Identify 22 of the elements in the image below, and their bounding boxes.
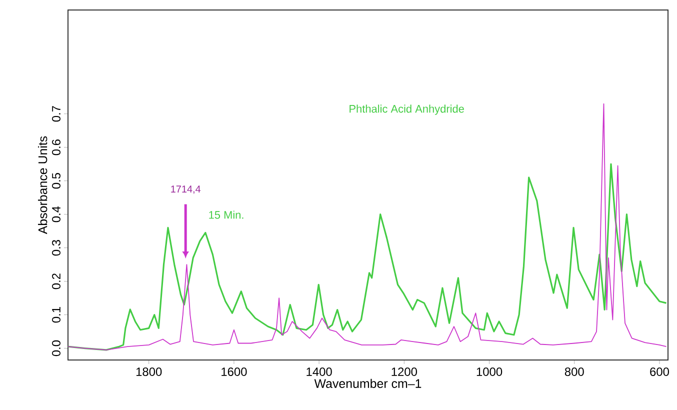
y-tick-label: 0.2 — [52, 274, 60, 290]
annotation: 15 Min. — [209, 210, 244, 219]
y-tick-label: 0.4 — [52, 206, 60, 222]
line-series — [68, 103, 667, 350]
y-tick-label: 0.1 — [52, 307, 60, 323]
y-axis-title: Absorbance Units — [38, 136, 48, 234]
x-tick-label: 1200 — [392, 368, 417, 376]
y-tick-label: 0.0 — [52, 340, 60, 356]
x-tick-label: 800 — [564, 368, 584, 376]
x-axis-title: Wavenumber cm–1 — [314, 378, 422, 388]
y-tick-label: 0.7 — [52, 106, 60, 122]
x-tick-label: 1000 — [476, 368, 502, 376]
line-series — [68, 163, 668, 351]
x-tick-label: 1600 — [222, 368, 247, 376]
x-tick-label: 1400 — [306, 368, 332, 376]
y-tick-label: 0.6 — [52, 140, 60, 156]
annotation: 1714,4 — [171, 186, 201, 194]
x-tick-label: 1800 — [136, 368, 162, 376]
y-tick-label: 0.5 — [52, 173, 60, 189]
y-tick-label: 0.3 — [52, 240, 60, 256]
x-tick-label: 600 — [650, 368, 669, 376]
text: Phthalic Acid Anhydride — [350, 104, 464, 115]
